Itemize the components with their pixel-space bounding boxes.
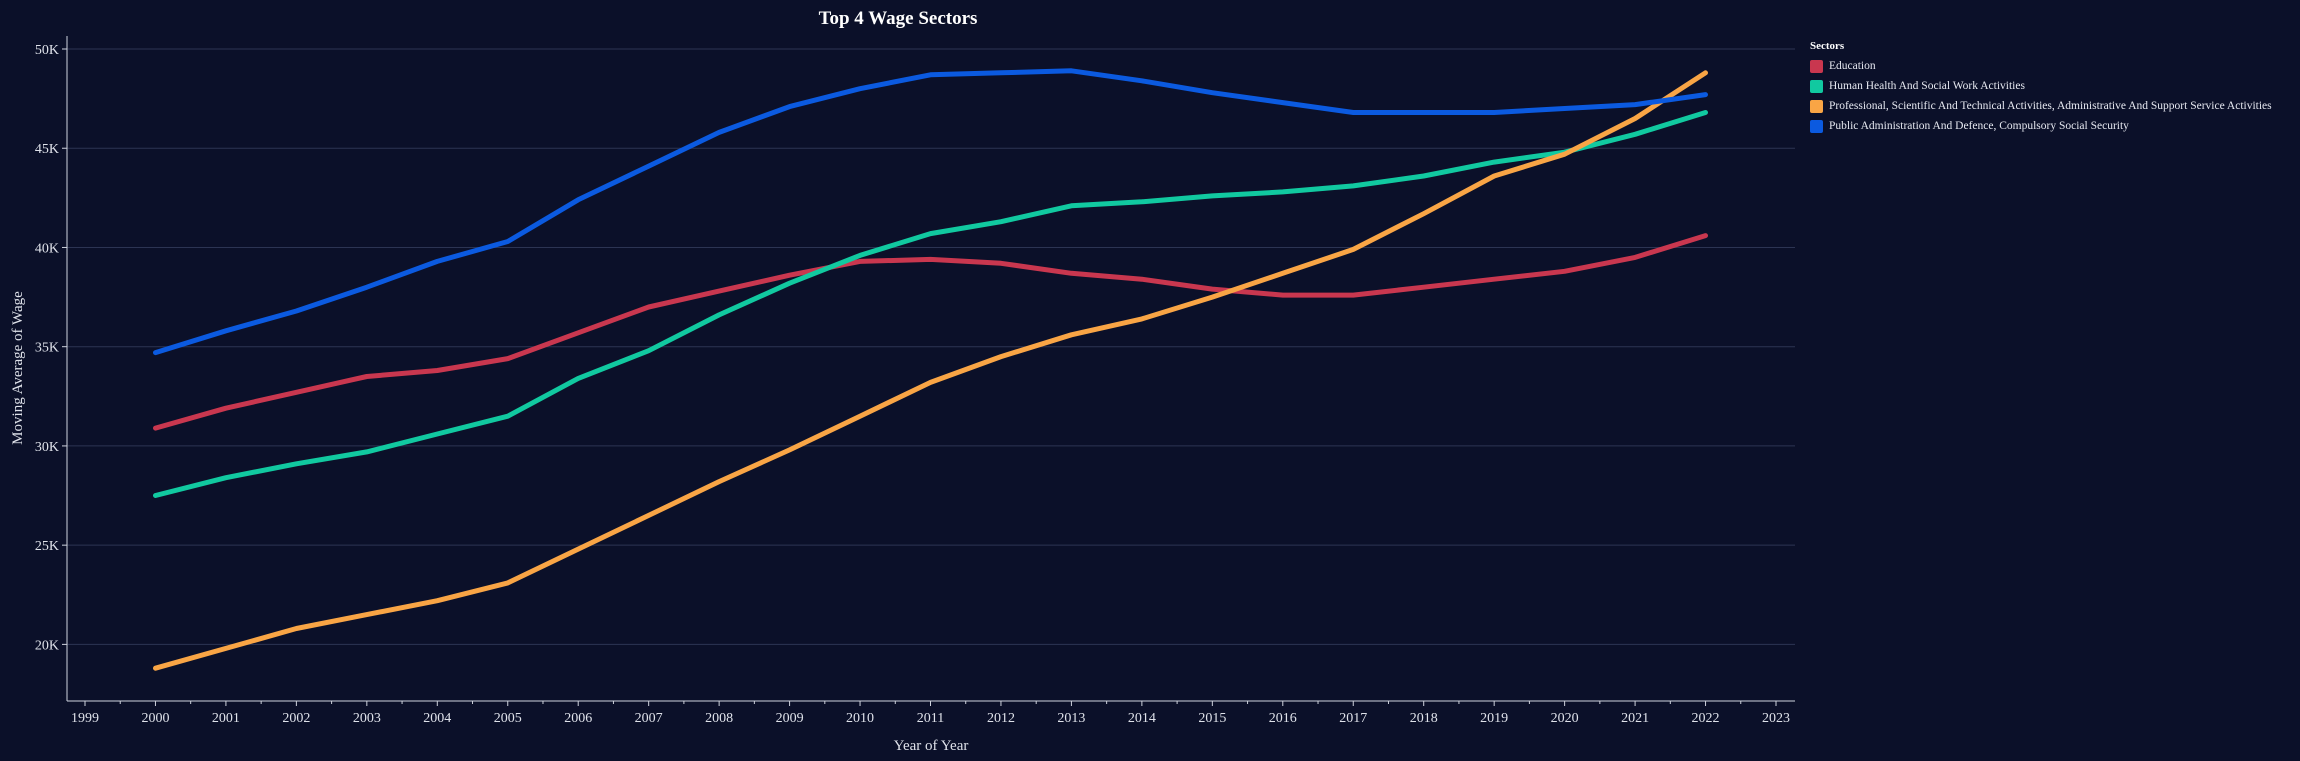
x-tick-label: 2014 [1128,711,1156,726]
x-tick-label: 1999 [71,711,99,726]
legend-label: Human Health And Social Work Activities [1829,80,2025,92]
x-tick-label: 2000 [141,711,169,726]
chart-title: Top 4 Wage Sectors [819,8,978,29]
x-axis-ticks: 1999 2000 2001 2002 2003 2004 2005 2006 2007 2008… [71,701,1790,726]
x-tick-label: 2005 [494,711,522,726]
x-tick-label: 2006 [564,711,592,726]
series-line-2 [153,70,1708,671]
series-line-0 [153,233,1708,431]
x-tick-label: 2018 [1410,711,1438,726]
x-tick-label: 2004 [423,711,451,726]
legend-item: Human Health And Social Work Activities [1810,76,2272,96]
y-tick-label: 45K [35,142,59,157]
y-tick-label: 20K [35,638,59,653]
legend-label: Public Administration And Defence, Compu… [1829,120,2129,132]
y-tick-label: 50K [35,43,59,58]
legend-swatch [1810,79,1823,93]
legend-swatch [1810,119,1823,133]
x-tick-label: 2003 [353,711,381,726]
gridlines [67,48,1795,645]
x-tick-label: 2022 [1692,711,1720,726]
x-tick-label: 2010 [846,711,874,726]
x-tick-label: 2013 [1057,711,1085,726]
x-tick-label: 2023 [1762,711,1790,726]
x-tick-label: 2012 [987,711,1015,726]
legend-label: Education [1829,60,1876,72]
legend: Sectors Education Human Health And Social… [1810,40,2272,136]
x-tick-label: 2011 [917,711,944,726]
y-tick-label: 35K [35,341,59,356]
y-axis-title: Moving Average of Wage [10,291,26,445]
y-tick-label: 30K [35,440,59,455]
legend-item: Education [1810,56,2272,76]
series-line-3 [153,68,1708,356]
x-tick-label: 2009 [776,711,804,726]
x-tick-label: 2017 [1339,711,1367,726]
x-tick-label: 2015 [1198,711,1226,726]
legend-label: Professional, Scientific And Technical A… [1829,100,2272,112]
y-tick-label: 40K [35,241,59,256]
x-axis-title: Year of Year [894,738,969,754]
axes [66,36,1795,702]
legend-items: Education Human Health And Social Work Ac… [1810,56,2272,136]
x-tick-label: 2001 [212,711,240,726]
legend-item: Professional, Scientific And Technical A… [1810,96,2272,116]
series-line-1 [153,110,1708,498]
x-tick-label: 2021 [1621,711,1649,726]
y-tick-label: 25K [35,539,59,554]
x-tick-label: 2020 [1551,711,1579,726]
legend-swatch [1810,99,1823,113]
legend-item: Public Administration And Defence, Compu… [1810,116,2272,136]
x-tick-label: 2016 [1269,711,1297,726]
x-tick-label: 2002 [282,711,310,726]
x-tick-label: 2007 [635,711,663,726]
series-lines [153,68,1708,671]
x-tick-label: 2008 [705,711,733,726]
legend-title: Sectors [1810,40,1845,52]
x-tick-label: 2019 [1480,711,1508,726]
legend-swatch [1810,59,1823,73]
y-axis-ticks: 20K 25K 30K 35K 40K 45K 50K [35,43,67,653]
